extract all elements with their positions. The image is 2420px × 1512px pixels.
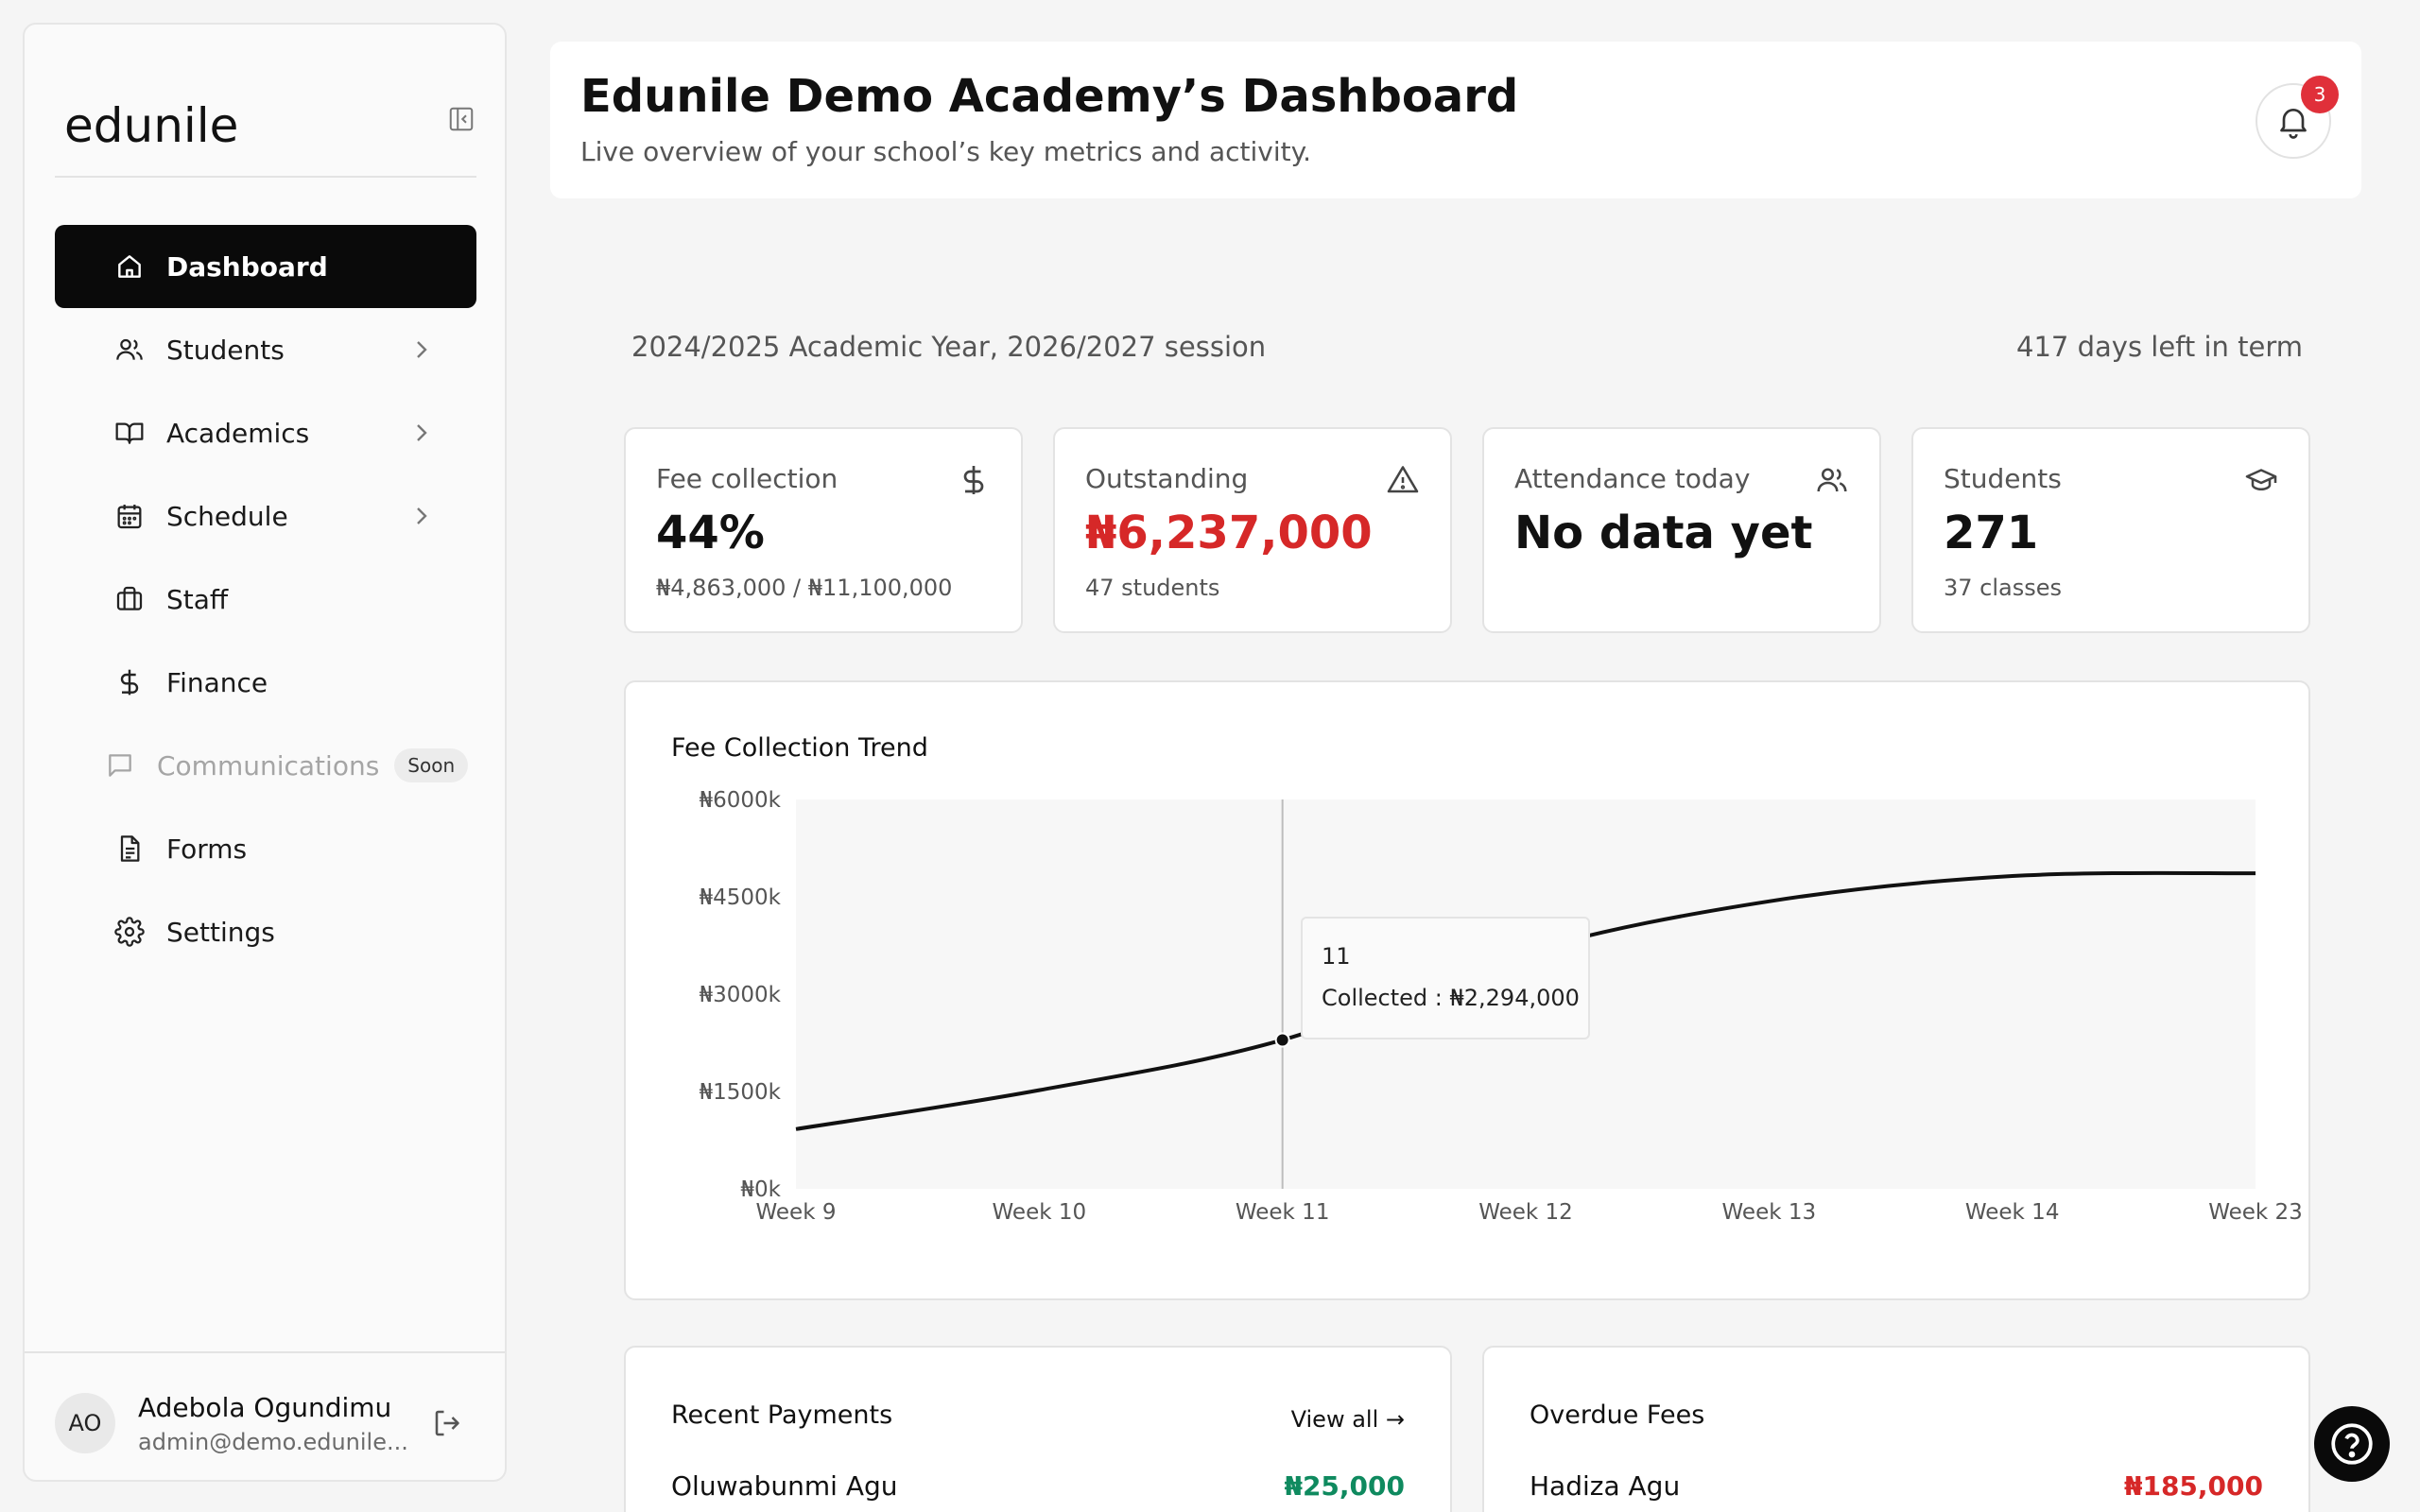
warning-icon (1387, 466, 1419, 493)
stat-label: Outstanding (1085, 463, 1249, 494)
sidebar: edunile Dashboard Students Academics (23, 23, 507, 1482)
graduation-cap-icon (2245, 469, 2277, 491)
data-point[interactable] (1274, 1032, 1290, 1048)
tooltip-label: 11 (1322, 943, 1351, 970)
sidebar-item-label: Academics (166, 417, 310, 449)
sidebar-divider (25, 1351, 505, 1353)
stat-value: 44% (656, 507, 765, 559)
sidebar-item-forms[interactable]: Forms (55, 807, 476, 890)
sidebar-item-label: Communications (157, 749, 380, 782)
stat-value: No data yet (1514, 507, 1813, 559)
x-tick-label: Week 10 (993, 1200, 1087, 1225)
stat-label: Fee collection (656, 463, 838, 494)
stat-value: ₦6,237,000 (1085, 507, 1373, 559)
sidebar-item-communications: Communications Soon (55, 724, 476, 807)
stat-card-attendance: Attendance today No data yet (1482, 427, 1881, 633)
document-icon (113, 833, 146, 865)
app-logo[interactable]: edunile (64, 98, 239, 153)
sidebar-divider (55, 176, 476, 178)
chart-tooltip: 11 Collected : ₦2,294,000 (1301, 917, 1590, 1040)
sidebar-item-students[interactable]: Students (55, 308, 476, 391)
users-icon (1817, 468, 1847, 492)
y-tick-label: ₦4500k (700, 885, 782, 910)
sidebar-item-academics[interactable]: Academics (55, 391, 476, 474)
overdue-student-name: Hadiza Agu (1530, 1470, 1681, 1502)
sidebar-item-label: Settings (166, 916, 275, 948)
view-all-link[interactable]: View all → (1290, 1406, 1405, 1433)
dollar-icon (113, 666, 146, 698)
tooltip-value: Collected : ₦2,294,000 (1322, 985, 1580, 1011)
sidebar-item-label: Forms (166, 833, 248, 865)
x-tick-label: Week 23 (2208, 1200, 2303, 1225)
chevron-right-icon (417, 507, 427, 524)
logout-icon[interactable] (431, 1406, 465, 1440)
dollar-icon (963, 466, 984, 494)
user-name: Adebola Ogundimu (138, 1391, 392, 1423)
calendar-icon (113, 500, 146, 532)
sidebar-item-finance[interactable]: Finance (55, 641, 476, 724)
sidebar-item-label: Staff (166, 583, 229, 615)
help-button[interactable] (2314, 1406, 2390, 1482)
chevron-right-icon (417, 341, 427, 358)
sidebar-item-label: Dashboard (166, 250, 328, 283)
y-tick-label: ₦3000k (700, 983, 782, 1007)
sidebar-item-label: Schedule (166, 500, 288, 532)
chevron-right-icon (417, 424, 427, 441)
sidebar-item-schedule[interactable]: Schedule (55, 474, 476, 558)
stat-card-students: Students 271 37 classes (1911, 427, 2310, 633)
recent-payments-card: Recent Payments View all → Oluwabunmi Ag… (624, 1346, 1452, 1512)
overdue-fees-card: Overdue Fees Hadiza Agu ₦185,000 (1482, 1346, 2310, 1512)
stat-label: Students (1944, 463, 2062, 494)
term-days-left: 417 days left in term (2016, 331, 2303, 363)
stat-subtext: ₦4,863,000 / ₦11,100,000 (656, 575, 953, 601)
chart-title: Fee Collection Trend (671, 733, 928, 763)
x-tick-label: Week 13 (1722, 1200, 1817, 1225)
page-title: Edunile Demo Academy’s Dashboard (580, 70, 1519, 123)
user-profile[interactable]: AO Adebola Ogundimu admin@demo.edunile..… (55, 1382, 476, 1465)
card-title: Recent Payments (671, 1400, 893, 1430)
y-tick-label: ₦1500k (700, 1080, 782, 1105)
user-email: admin@demo.edunile... (138, 1428, 408, 1455)
stat-value: 271 (1944, 507, 2039, 559)
sidebar-nav: Dashboard Students Academics Schedule (55, 225, 476, 973)
bell-icon (2280, 109, 2307, 139)
page-subtitle: Live overview of your school’s key metri… (580, 136, 1312, 167)
overdue-amount: ₦185,000 (2123, 1470, 2263, 1502)
briefcase-icon (113, 583, 146, 615)
page-header: Edunile Demo Academy’s Dashboard Live ov… (550, 42, 2361, 198)
soon-badge: Soon (394, 748, 469, 782)
help-icon (2331, 1423, 2373, 1465)
notification-count-badge: 3 (2301, 76, 2339, 113)
academic-session: 2024/2025 Academic Year, 2026/2027 sessi… (631, 331, 1267, 363)
book-icon (113, 417, 146, 449)
sidebar-item-dashboard[interactable]: Dashboard (55, 225, 476, 308)
x-tick-label: Week 12 (1478, 1200, 1573, 1225)
x-tick-label: Week 11 (1236, 1200, 1330, 1225)
payment-amount: ₦25,000 (1284, 1470, 1405, 1502)
stat-label: Attendance today (1514, 463, 1751, 494)
sidebar-item-label: Students (166, 334, 285, 366)
payment-student-name: Oluwabunmi Agu (671, 1470, 898, 1502)
stat-card-outstanding: Outstanding ₦6,237,000 47 students (1053, 427, 1452, 633)
users-icon (113, 334, 146, 366)
sidebar-item-settings[interactable]: Settings (55, 890, 476, 973)
y-tick-label: ₦6000k (700, 788, 782, 813)
x-tick-label: Week 9 (756, 1200, 837, 1225)
sidebar-item-staff[interactable]: Staff (55, 558, 476, 641)
sidebar-collapse-icon[interactable] (441, 98, 482, 140)
y-tick-label: ₦0k (740, 1177, 781, 1202)
card-title: Overdue Fees (1530, 1400, 1705, 1430)
message-icon (104, 749, 136, 782)
stat-subtext: 47 students (1085, 575, 1220, 601)
home-icon (113, 250, 146, 283)
gear-icon (113, 916, 146, 948)
avatar: AO (55, 1393, 115, 1453)
sidebar-item-label: Finance (166, 666, 268, 698)
stat-subtext: 37 classes (1944, 575, 2063, 601)
stat-card-fee-collection: Fee collection 44% ₦4,863,000 / ₦11,100,… (624, 427, 1023, 633)
x-tick-label: Week 14 (1965, 1200, 2060, 1225)
fee-collection-trend-card: ₦0k ₦1500k ₦3000k ₦4500k ₦6000k Week 9 Week 10… (624, 680, 2310, 1300)
